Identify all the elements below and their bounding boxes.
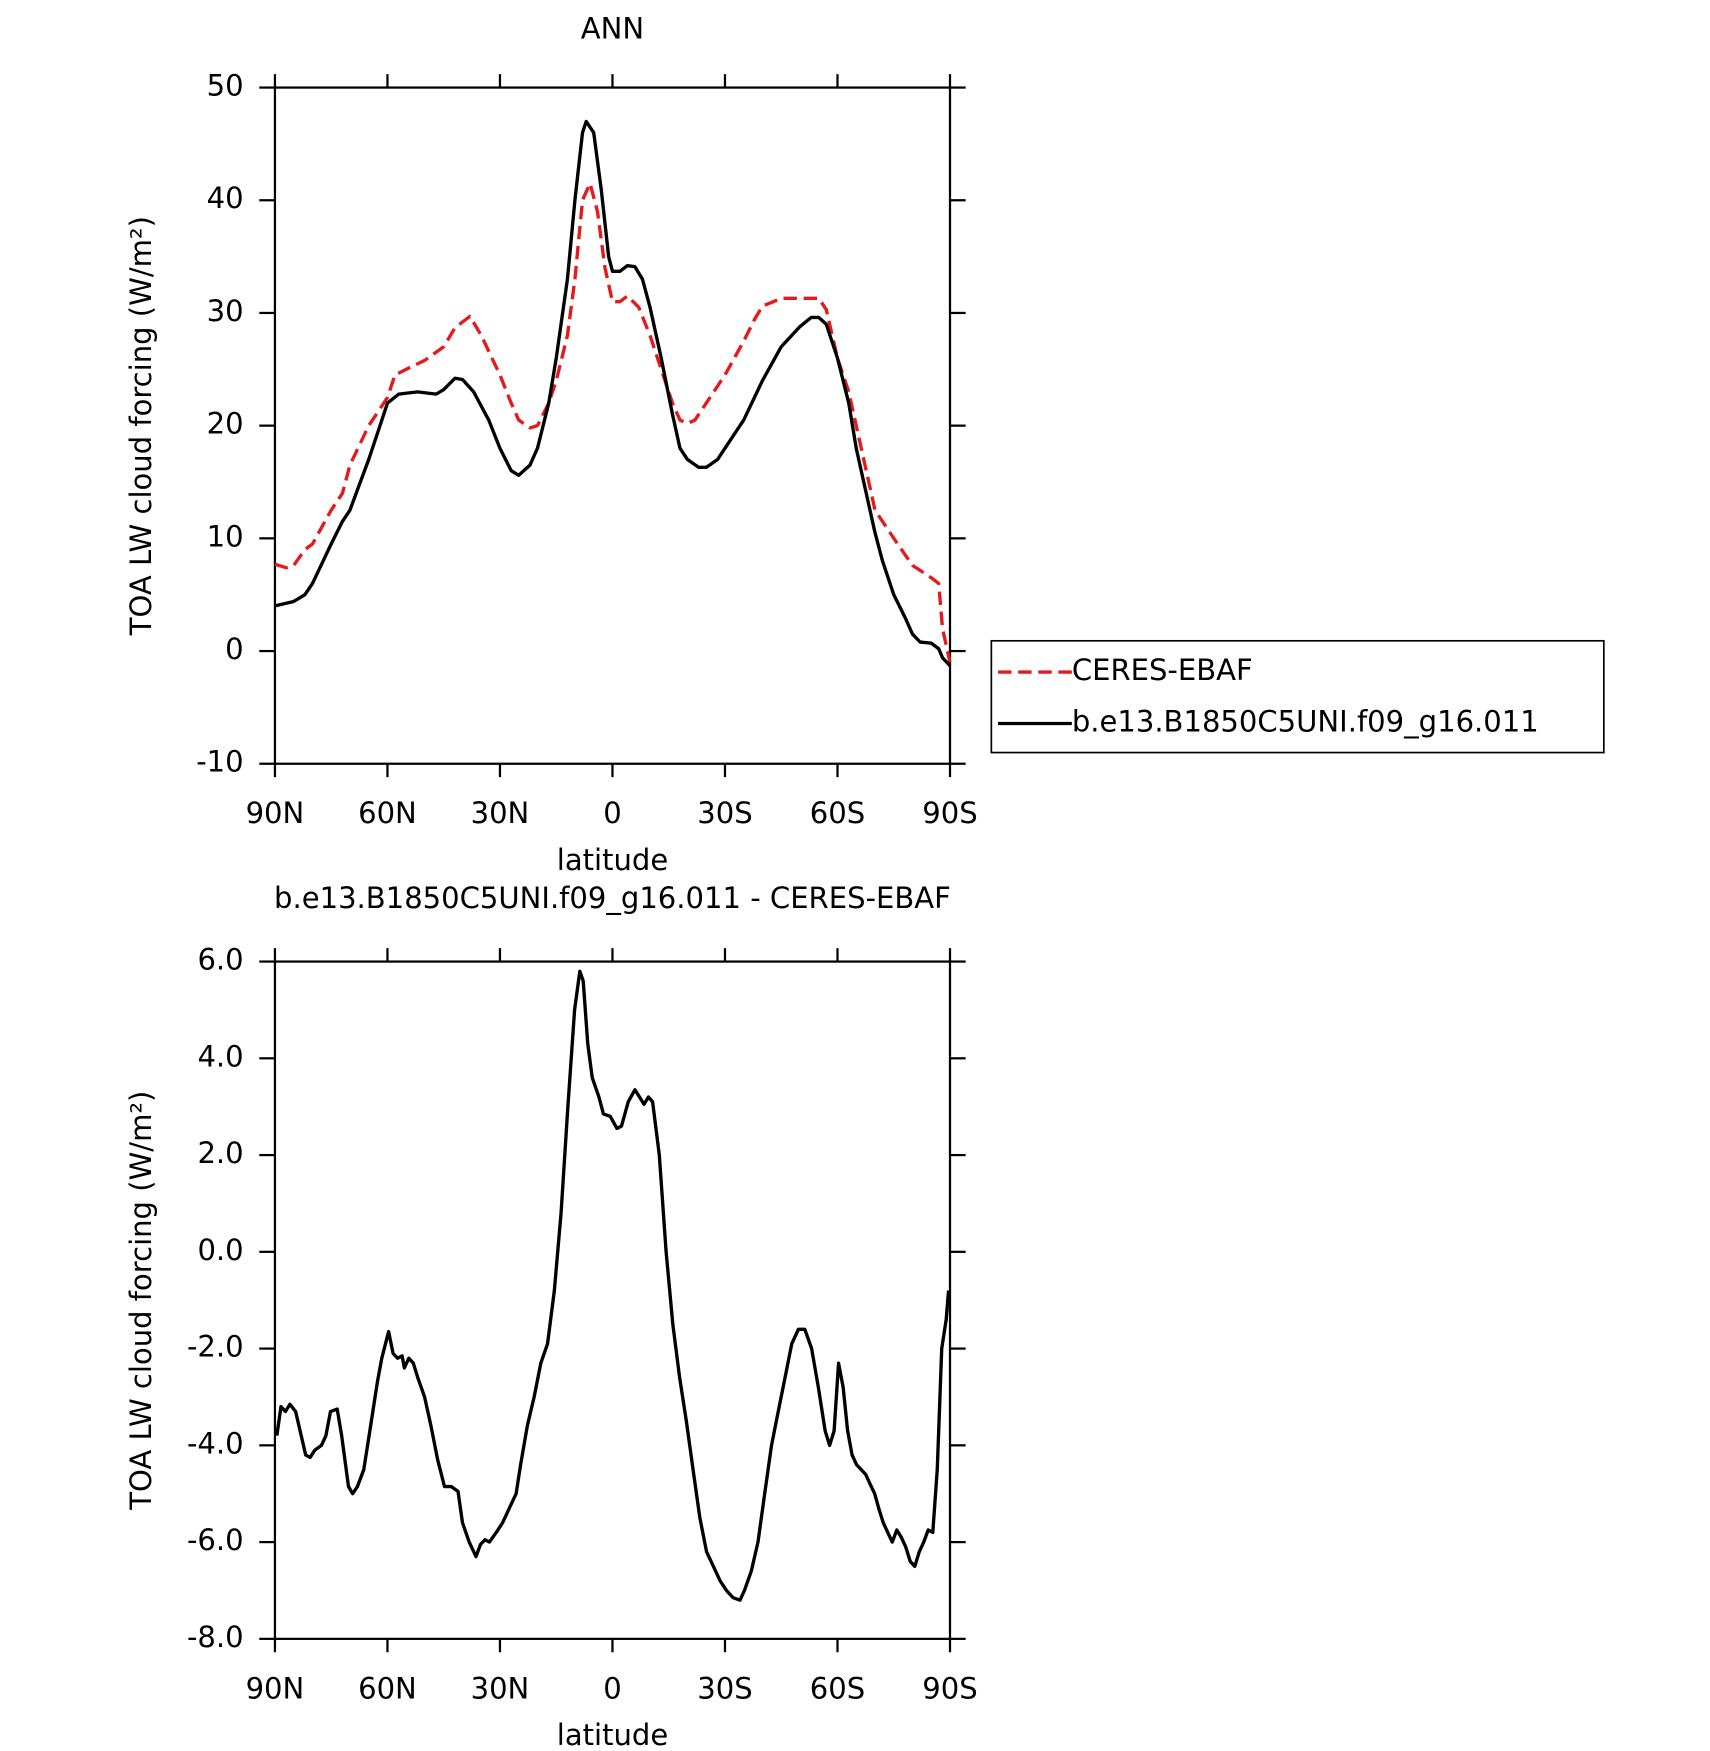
- x-tick-label: 0: [603, 1671, 621, 1705]
- chart-title: b.e13.B1850C5UNI.f09_g16.011 - CERES-EBA…: [274, 881, 951, 915]
- y-tick-label: 2.0: [197, 1136, 243, 1170]
- y-tick-label: -2.0: [187, 1330, 244, 1364]
- y-tick-label: 0: [225, 632, 243, 666]
- x-tick-label: 60N: [358, 1671, 417, 1705]
- y-tick-label: 50: [207, 69, 244, 103]
- legend-label: CERES-EBAF: [1072, 653, 1253, 687]
- plot-frame: [273, 86, 952, 765]
- y-tick-label: -6.0: [187, 1523, 244, 1557]
- x-tick-label: 60S: [810, 1671, 865, 1705]
- legend-label: b.e13.B1850C5UNI.f09_g16.011: [1072, 704, 1539, 738]
- chart-title: ANN: [581, 12, 644, 46]
- x-tick-label: 90N: [246, 796, 305, 830]
- plot-frame: [273, 960, 952, 1640]
- data-line: [275, 969, 951, 1602]
- y-tick-label: -8.0: [187, 1620, 244, 1654]
- y-tick-label: 0.0: [197, 1233, 243, 1267]
- data-line: [274, 119, 952, 667]
- data-line: [274, 181, 952, 663]
- x-tick-label: 0: [603, 796, 621, 830]
- y-tick-label: 20: [207, 407, 244, 441]
- x-axis-label: latitude: [557, 843, 668, 877]
- y-axis-label: TOA LW cloud forcing (W/m²): [124, 1091, 158, 1511]
- x-tick-label: 30N: [471, 796, 530, 830]
- y-tick-label: -10: [196, 745, 243, 779]
- x-tick-label: 30S: [697, 1671, 752, 1705]
- x-tick-label: 90S: [922, 1671, 977, 1705]
- x-tick-label: 30N: [471, 1671, 530, 1705]
- x-tick-label: 60N: [358, 796, 417, 830]
- y-tick-label: -4.0: [187, 1426, 244, 1460]
- y-tick-label: 40: [207, 181, 244, 215]
- y-tick-label: 10: [207, 519, 244, 553]
- x-tick-label: 90N: [246, 1671, 305, 1705]
- y-tick-label: 6.0: [197, 943, 243, 977]
- y-axis-label: TOA LW cloud forcing (W/m²): [124, 216, 158, 636]
- y-tick-label: 30: [207, 294, 244, 328]
- x-tick-label: 30S: [697, 796, 752, 830]
- x-tick-label: 60S: [810, 796, 865, 830]
- x-tick-label: 90S: [922, 796, 977, 830]
- x-axis-label: latitude: [557, 1718, 668, 1751]
- y-tick-label: 4.0: [197, 1039, 243, 1073]
- legend-box: [990, 639, 1605, 754]
